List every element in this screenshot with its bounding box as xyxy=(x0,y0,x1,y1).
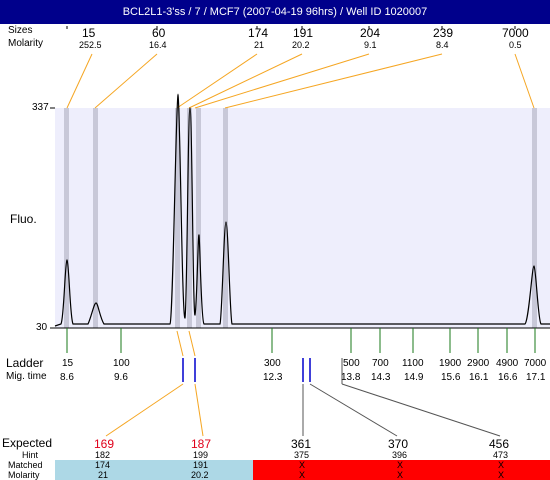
ladder-mig: 9.6 xyxy=(114,372,128,383)
ladder-mig: 15.6 xyxy=(441,372,461,383)
y-axis-max: 337 xyxy=(32,102,49,113)
ladder-size: 300 xyxy=(264,358,281,369)
molarity-value: 21 xyxy=(98,470,109,480)
ladder-mig: 14.3 xyxy=(371,372,391,383)
molarity-value: X xyxy=(397,470,404,480)
hint-label: Hint xyxy=(22,450,39,460)
header-molarity: 0.5 xyxy=(509,40,522,50)
matched-value: 191 xyxy=(193,460,209,470)
y-axis-label: Fluo. xyxy=(10,212,37,226)
ladder-size: 100 xyxy=(113,358,130,369)
header-size: 191 xyxy=(293,26,314,40)
header-size: 204 xyxy=(360,26,381,40)
hint-value: 396 xyxy=(392,450,408,460)
ladder-size: 4900 xyxy=(496,358,519,369)
ladder-mig: 13.8 xyxy=(341,372,361,383)
peak-band xyxy=(187,108,192,328)
ladder-size: 1900 xyxy=(439,358,462,369)
molarity-value: X xyxy=(299,470,306,480)
expected-connectors xyxy=(105,330,204,437)
header-molarity: 21 xyxy=(254,40,265,50)
expected-value: 361 xyxy=(291,437,312,451)
header-molarity: 9.1 xyxy=(364,40,377,50)
peak-band xyxy=(64,108,69,328)
plot-area xyxy=(55,108,550,328)
header-size: 7000 xyxy=(502,26,529,40)
ladder-size: 2900 xyxy=(467,358,490,369)
peak-band xyxy=(93,108,98,328)
ladder-mig: 12.3 xyxy=(263,372,283,383)
hint-value: 375 xyxy=(294,450,310,460)
fluorescence-trace xyxy=(54,93,550,327)
matched-bg xyxy=(55,460,253,480)
ladder-mig: 16.1 xyxy=(469,372,489,383)
matched-value: X xyxy=(498,460,505,470)
expected-value: 370 xyxy=(388,437,409,451)
expected-value: 456 xyxy=(489,437,510,451)
molarity-row-label: Molarity xyxy=(8,470,40,480)
peak-band xyxy=(196,108,201,328)
ladder-mig: 14.9 xyxy=(404,372,424,383)
header-ticks xyxy=(66,26,516,29)
hint-value: 199 xyxy=(193,450,209,460)
window-title: BCL2L1-3'ss / 7 / MCF7 (2007-04-19 96hrs… xyxy=(122,6,428,18)
unmatched-connectors xyxy=(302,358,501,437)
header-molarity: 16.4 xyxy=(149,40,167,50)
title-bar: BCL2L1-3'ss / 7 / MCF7 (2007-04-19 96hrs… xyxy=(0,0,550,24)
matched-value: X xyxy=(397,460,404,470)
hint-value: 182 xyxy=(95,450,111,460)
mig-time-label: Mig. time xyxy=(6,371,47,382)
expected-value: 169 xyxy=(94,437,115,451)
unmatched-bg xyxy=(253,460,550,480)
header-size: 60 xyxy=(152,26,166,40)
size-connectors xyxy=(66,53,535,109)
ladder-size: 7000 xyxy=(524,358,547,369)
ladder-size: 500 xyxy=(343,358,360,369)
sizes-label: Sizes xyxy=(8,25,33,36)
expected-markers xyxy=(182,358,311,382)
ladder-size: 1100 xyxy=(402,358,424,369)
molarity-value: 20.2 xyxy=(191,470,209,480)
peak-band xyxy=(223,108,228,328)
peak-bands xyxy=(64,108,537,328)
header-size: 15 xyxy=(82,26,96,40)
molarity-header-label: Molarity xyxy=(8,38,44,49)
ladder-label: Ladder xyxy=(6,356,44,370)
header-size: 174 xyxy=(248,26,269,40)
hint-value: 473 xyxy=(493,450,509,460)
matched-value: X xyxy=(299,460,306,470)
expected-value: 187 xyxy=(191,437,212,451)
header-size: 239 xyxy=(433,26,454,40)
ladder-size: 700 xyxy=(372,358,389,369)
matched-value: 174 xyxy=(95,460,111,470)
ladder-size: 15 xyxy=(62,358,74,369)
ladder-mig: 8.6 xyxy=(60,372,74,383)
header-molarity: 20.2 xyxy=(292,40,310,50)
header-molarity: 252.5 xyxy=(79,40,102,50)
peak-band xyxy=(175,108,180,328)
y-axis-min: 30 xyxy=(36,322,48,333)
molarity-value: X xyxy=(498,470,505,480)
peak-band xyxy=(532,108,537,328)
expected-label: Expected xyxy=(2,436,53,450)
ladder-mig: 17.1 xyxy=(526,372,546,383)
matched-label: Matched xyxy=(8,460,43,470)
header-molarity: 8.4 xyxy=(436,40,449,50)
ladder-mig: 16.6 xyxy=(498,372,518,383)
ladder-ticks xyxy=(66,328,536,353)
